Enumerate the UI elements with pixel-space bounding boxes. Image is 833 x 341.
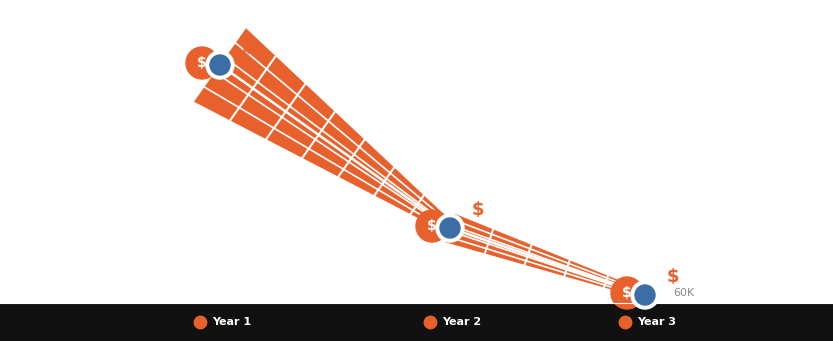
Circle shape bbox=[635, 285, 655, 305]
Text: 60K: 60K bbox=[673, 288, 694, 298]
Point bbox=[423, 319, 436, 325]
Polygon shape bbox=[445, 214, 646, 299]
Circle shape bbox=[440, 218, 460, 238]
Polygon shape bbox=[194, 28, 453, 233]
Text: $: $ bbox=[242, 38, 255, 56]
Circle shape bbox=[631, 281, 659, 309]
Text: Year 2: Year 2 bbox=[442, 317, 481, 327]
Text: $: $ bbox=[667, 268, 680, 286]
Circle shape bbox=[206, 51, 234, 79]
Text: Year 3: Year 3 bbox=[637, 317, 676, 327]
Circle shape bbox=[436, 214, 464, 242]
Circle shape bbox=[210, 55, 230, 75]
Text: $: $ bbox=[427, 219, 436, 233]
Point bbox=[618, 319, 631, 325]
Bar bbox=[0, 303, 833, 341]
Text: $: $ bbox=[472, 201, 485, 219]
Circle shape bbox=[611, 277, 643, 309]
Text: $: $ bbox=[622, 286, 632, 300]
Text: $: $ bbox=[197, 56, 207, 70]
Circle shape bbox=[186, 47, 218, 79]
Text: Year 1: Year 1 bbox=[212, 317, 251, 327]
Point bbox=[193, 319, 207, 325]
Circle shape bbox=[416, 210, 448, 242]
